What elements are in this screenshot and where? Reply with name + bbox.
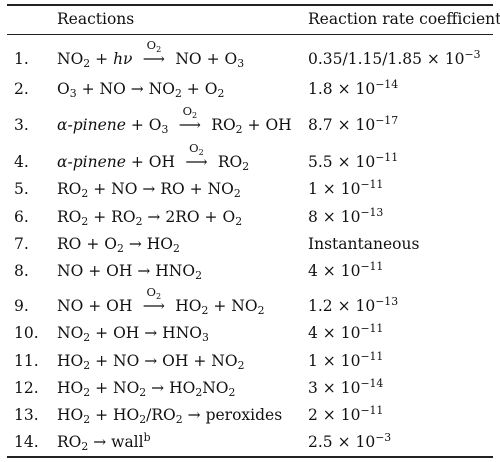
row-2-number: 2. (14, 80, 29, 98)
row-12-number: 12. (14, 379, 39, 397)
arrow-over-o2: O2 ⟶ (185, 141, 208, 171)
row-12-reaction: HO2 + NO2 → HO2NO2 (57, 379, 236, 399)
row-7-reaction: RO + O2 → HO2 (57, 235, 180, 255)
row-5-number: 5. (14, 180, 29, 198)
row-8-reaction: NO + OH → HNO2 (57, 262, 202, 282)
row-8-number: 8. (14, 262, 29, 280)
row-6-rate: 8 × 10−13 (308, 206, 384, 226)
header-rule (7, 34, 493, 35)
row-13-rate: 2 × 10−11 (308, 404, 384, 424)
header-reactions: Reactions (57, 10, 135, 28)
row-3-reaction: α-pinene + O3 O2 ⟶ RO2 + OH (57, 104, 292, 136)
row-7-number: 7. (14, 235, 29, 253)
row-10-reaction: NO2 + OH → HNO3 (57, 324, 209, 344)
row-10-rate: 4 × 10−11 (308, 322, 384, 342)
row-8-rate: 4 × 10−11 (308, 260, 384, 280)
row-9-number: 9. (14, 297, 29, 315)
row-9-reaction: NO + OH O2 ⟶ HO2 + NO2 (57, 285, 265, 317)
arrow-over-o2: O2 ⟶ (142, 38, 166, 68)
row-5-reaction: RO2 + NO → RO + NO2 (57, 180, 241, 200)
arrow-over-o2: O2 ⟶ (178, 104, 201, 134)
row-4-rate: 5.5 × 10−11 (308, 151, 399, 171)
row-3-number: 3. (14, 116, 29, 134)
header-rates: Reaction rate coefficientsa (308, 10, 500, 28)
row-9-rate: 1.2 × 10−13 (308, 295, 399, 315)
row-2-reaction: O3 + NO → NO2 + O2 (57, 80, 225, 100)
top-rule (7, 4, 493, 6)
row-6-reaction: RO2 + RO2 → 2RO + O2 (57, 208, 243, 228)
row-1-reaction: NO2 + hν O2 ⟶ NO + O3 (57, 38, 245, 70)
row-10-number: 10. (14, 324, 39, 342)
row-1-number: 1. (14, 50, 29, 68)
row-14-number: 14. (14, 433, 39, 451)
row-11-rate: 1 × 10−11 (308, 350, 384, 370)
row-5-rate: 1 × 10−11 (308, 178, 384, 198)
row-13-number: 13. (14, 406, 39, 424)
row-2-rate: 1.8 × 10−14 (308, 78, 399, 98)
row-7-rate: Instantaneous (308, 235, 420, 253)
row-3-rate: 8.7 × 10−17 (308, 114, 399, 134)
row-12-rate: 3 × 10−14 (308, 377, 384, 397)
header-rates-text: Reaction rate coefficients (308, 10, 500, 28)
bottom-rule (7, 456, 493, 458)
row-13-reaction: HO2 + HO2/RO2 → peroxides (57, 406, 283, 426)
row-1-rate: 0.35/1.15/1.85 × 10−3 (308, 48, 481, 68)
row-6-number: 6. (14, 208, 29, 226)
row-4-reaction: α-pinene + OH O2 ⟶ RO2 (57, 141, 250, 173)
arrow-over-o2: O2 ⟶ (142, 285, 165, 315)
row-14-rate: 2.5 × 10−3 (308, 431, 392, 451)
row-4-number: 4. (14, 153, 29, 171)
row-11-reaction: HO2 + NO → OH + NO2 (57, 352, 245, 372)
row-11-number: 11. (14, 352, 39, 370)
row-14-reaction: RO2 → wallb (57, 431, 151, 453)
